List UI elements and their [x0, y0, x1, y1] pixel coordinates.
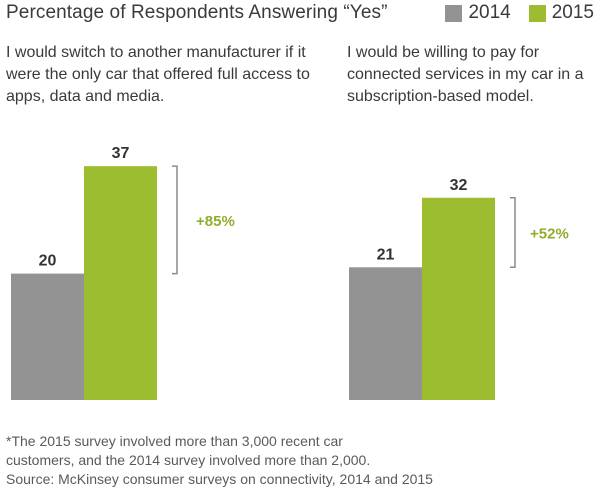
legend-label-2015: 2015 [551, 2, 594, 23]
footnote-line-1: *The 2015 survey involved more than 3,00… [6, 433, 343, 449]
legend: 2014 2015 [427, 2, 594, 24]
value-label-chart1-2014: 20 [39, 253, 57, 270]
value-label-chart2-2014: 21 [377, 246, 395, 263]
value-label-chart2-2015: 32 [450, 177, 468, 194]
bar-charts: 20 37 +85% 21 32 +52% [11, 145, 569, 400]
footnote-line-3: Source: McKinsey consumer surveys on con… [6, 471, 433, 487]
change-label-chart2: +52% [530, 226, 569, 243]
footnote: *The 2015 survey involved more than 3,00… [6, 432, 596, 489]
question-pay-subscription: I would be willing to pay for connected … [347, 44, 584, 105]
legend-label-2014: 2014 [468, 2, 511, 23]
value-label-chart1-2015: 37 [112, 145, 130, 162]
change-label-chart1: +85% [196, 213, 235, 230]
bar-chart2-2014 [349, 267, 422, 400]
legend-item-2014: 2014 [445, 2, 511, 24]
legend-item-2015: 2015 [528, 2, 594, 24]
bar-chart2-2015 [422, 197, 495, 400]
legend-swatch-2015 [528, 4, 546, 22]
legend-swatch-2014 [445, 4, 463, 22]
change-bracket-chart1 [172, 165, 178, 275]
bar-chart1-2015 [84, 166, 157, 400]
bar-chart1-2014 [11, 273, 84, 400]
chart-title: Percentage of Respondents Answering “Yes… [6, 2, 388, 23]
question-switch-manufacturer: I would switch to another manufacturer i… [6, 44, 310, 105]
change-bracket-chart2 [510, 197, 516, 269]
footnote-line-2: customers, and the 2014 survey involved … [6, 452, 371, 468]
